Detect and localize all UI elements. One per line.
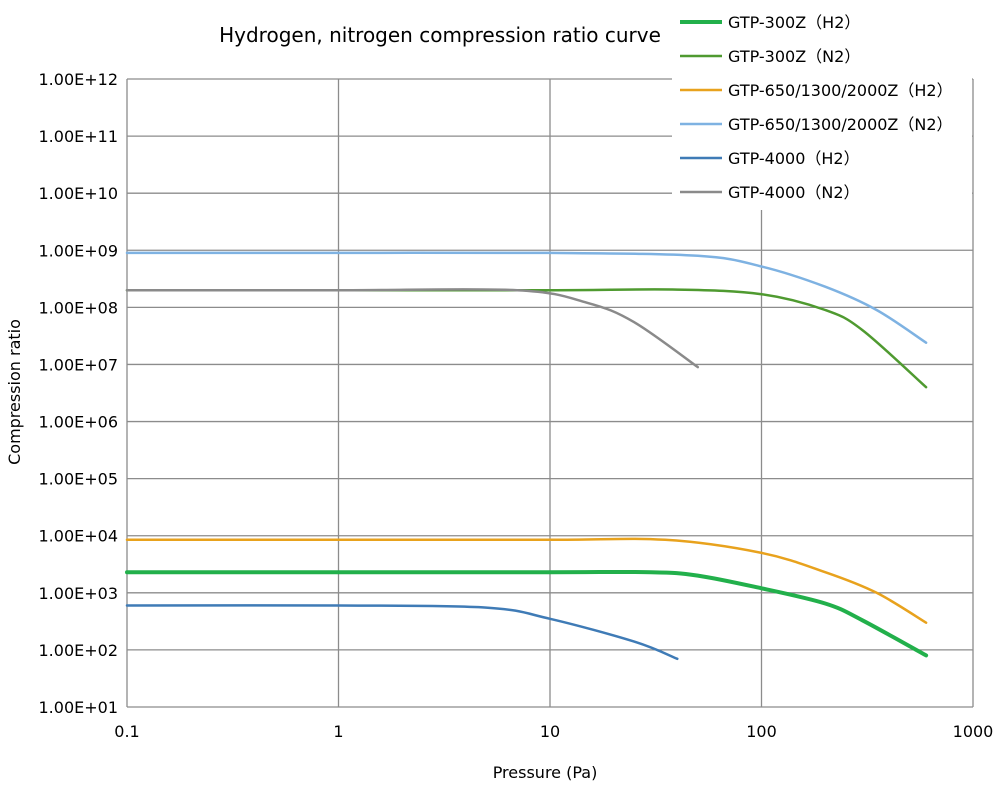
- series-line: [125, 288, 700, 369]
- legend-label: GTP-4000（N2）: [728, 183, 860, 202]
- y-tick-label: 1.00E+08: [39, 298, 119, 317]
- grid: [126, 78, 974, 708]
- y-tick-label: 1.00E+01: [39, 698, 119, 717]
- legend: GTP-300Z（H2） GTP-300Z（N2） GTP-650/1300/200…: [672, 2, 972, 210]
- series-line: [125, 288, 928, 389]
- x-tick-label: 0.1: [114, 722, 139, 741]
- y-tick-label: 1.00E+03: [39, 584, 119, 603]
- y-tick-label: 1.00E+04: [39, 527, 119, 546]
- y-tick-label: 1.00E+12: [39, 70, 119, 89]
- x-tick-label: 100: [746, 722, 777, 741]
- y-tick-label: 1.00E+02: [39, 641, 119, 660]
- y-tick-labels: 1.00E+01 1.00E+02 1.00E+03 1.00E+04 1.00E+05…: [39, 70, 119, 717]
- y-tick-label: 1.00E+05: [39, 470, 119, 489]
- x-tick-labels: 0.1 1 10 100 1000: [114, 722, 993, 741]
- series-line: [125, 537, 928, 624]
- x-axis-title: Pressure (Pa): [493, 763, 598, 782]
- series-lines: [125, 251, 929, 661]
- legend-label: GTP-650/1300/2000Z（H2）: [728, 81, 953, 100]
- legend-background: [672, 2, 972, 210]
- series-line: [125, 251, 928, 344]
- series-line: [125, 604, 679, 661]
- legend-label: GTP-650/1300/2000Z（N2）: [728, 115, 953, 134]
- y-tick-label: 1.00E+10: [39, 184, 119, 203]
- y-tick-label: 1.00E+11: [39, 127, 119, 146]
- legend-label: GTP-300Z（N2）: [728, 47, 860, 66]
- y-axis-title: Compression ratio: [5, 319, 24, 465]
- chart-title: Hydrogen, nitrogen compression ratio cur…: [219, 23, 661, 47]
- legend-label: GTP-4000（H2）: [728, 149, 860, 168]
- x-tick-label: 1: [333, 722, 343, 741]
- y-tick-label: 1.00E+09: [39, 241, 119, 260]
- x-tick-label: 1000: [953, 722, 994, 741]
- series-line: [125, 569, 929, 658]
- legend-label: GTP-300Z（H2）: [728, 13, 860, 32]
- y-tick-label: 1.00E+06: [39, 413, 119, 432]
- y-tick-label: 1.00E+07: [39, 355, 119, 374]
- x-tick-label: 10: [540, 722, 560, 741]
